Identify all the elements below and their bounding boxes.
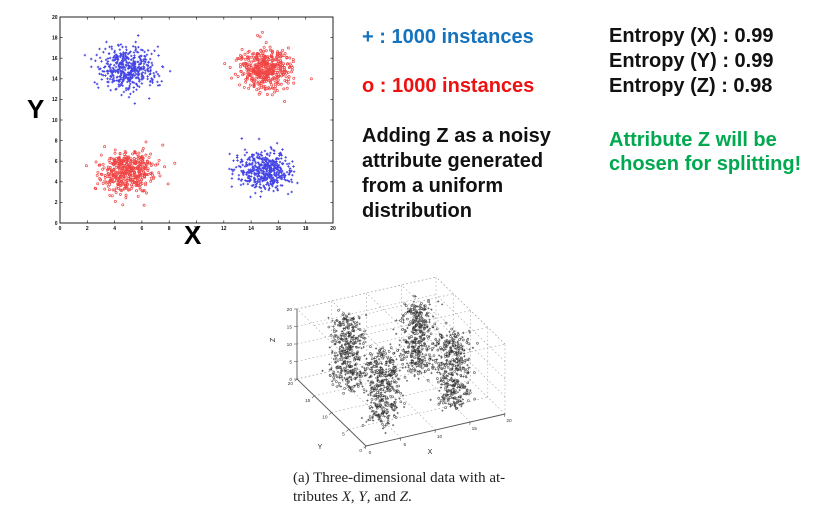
svg-text:10: 10 xyxy=(194,226,200,232)
svg-text:5: 5 xyxy=(289,360,292,366)
svg-text:16: 16 xyxy=(276,226,282,232)
entropy-z: Entropy (Z) : 0.98 xyxy=(609,75,773,97)
caption-text: tributes xyxy=(293,489,342,505)
note-line: distribution xyxy=(362,200,472,222)
svg-text:10: 10 xyxy=(322,415,328,421)
svg-text:20: 20 xyxy=(288,381,294,387)
caption-text: , and xyxy=(366,489,400,505)
svg-text:4: 4 xyxy=(55,180,58,186)
svg-text:5: 5 xyxy=(403,442,406,448)
svg-text:20: 20 xyxy=(330,226,336,232)
svg-text:10: 10 xyxy=(52,118,58,124)
svg-text:0: 0 xyxy=(359,448,362,454)
svg-text:5: 5 xyxy=(342,431,345,437)
z-axis-label-3d: Z xyxy=(270,337,277,342)
svg-text:16: 16 xyxy=(52,56,58,62)
note-line: Adding Z as a noisy xyxy=(362,125,551,147)
svg-text:20: 20 xyxy=(52,15,58,21)
figure-caption: (a) Three-dimensional data with at-tribu… xyxy=(293,469,543,507)
svg-text:12: 12 xyxy=(221,226,227,232)
scatter-2d-plot: 0 2 4 6 8 10 12 14 16 18 20 0 2 4 6 8 10 12 14 16 18 20 xyxy=(52,15,336,232)
splitting-note: Attribute Z will be chosen for splitting… xyxy=(609,128,801,176)
y-axis-label-2d: Y xyxy=(27,94,45,124)
svg-text:8: 8 xyxy=(168,226,171,232)
entropy-y: Entropy (Y) : 0.99 xyxy=(609,50,774,72)
caption-line: (a) Three-dimensional data with at- xyxy=(293,469,543,488)
x-axis-label-3d: X xyxy=(428,449,433,456)
entropy-values: Entropy (X) : 0.99 Entropy (Y) : 0.99 En… xyxy=(609,24,773,99)
svg-text:10: 10 xyxy=(287,342,293,348)
noisy-attribute-note: Adding Z as a noisy attribute generated … xyxy=(362,124,551,224)
svg-text:18: 18 xyxy=(52,35,58,41)
svg-text:14: 14 xyxy=(248,226,254,232)
svg-text:6: 6 xyxy=(55,159,58,165)
svg-text:0: 0 xyxy=(59,226,62,232)
note-line: attribute generated xyxy=(362,150,544,172)
splitting-note-line: chosen for splitting! xyxy=(609,153,802,175)
svg-text:8: 8 xyxy=(55,138,58,144)
svg-text:15: 15 xyxy=(305,398,311,404)
svg-text:10: 10 xyxy=(437,434,443,440)
legend-o-count: o : 1000 instances xyxy=(362,75,535,97)
svg-text:4: 4 xyxy=(113,226,116,232)
entropy-x: Entropy (X) : 0.99 xyxy=(609,25,774,47)
svg-text:15: 15 xyxy=(287,325,293,331)
svg-text:2: 2 xyxy=(55,200,58,206)
x-axis-label-2d: X xyxy=(184,220,202,250)
svg-text:0: 0 xyxy=(369,450,372,456)
note-line: from a uniform xyxy=(362,175,504,197)
caption-text: . xyxy=(408,489,412,505)
caption-variable: Y xyxy=(358,489,367,505)
y-axis-label-3d: Y xyxy=(318,444,323,451)
svg-text:20: 20 xyxy=(287,307,293,313)
svg-text:15: 15 xyxy=(472,426,478,432)
legend-plus-count: + : 1000 instances xyxy=(362,26,534,48)
svg-text:2: 2 xyxy=(86,226,89,232)
svg-text:14: 14 xyxy=(52,77,58,83)
caption-line: tributes X, Y, and Z. xyxy=(293,488,543,507)
svg-text:18: 18 xyxy=(303,226,309,232)
svg-text:0: 0 xyxy=(55,221,58,227)
caption-variable: Z xyxy=(399,489,409,505)
svg-text:12: 12 xyxy=(52,97,58,103)
caption-text: , xyxy=(350,489,359,505)
svg-text:0: 0 xyxy=(289,377,292,383)
svg-text:20: 20 xyxy=(506,418,512,424)
caption-text: (a) Three-dimensional data with at- xyxy=(293,470,506,486)
svg-text:6: 6 xyxy=(141,226,144,232)
splitting-note-line: Attribute Z will be xyxy=(609,129,777,151)
caption-variable: X xyxy=(341,489,351,505)
